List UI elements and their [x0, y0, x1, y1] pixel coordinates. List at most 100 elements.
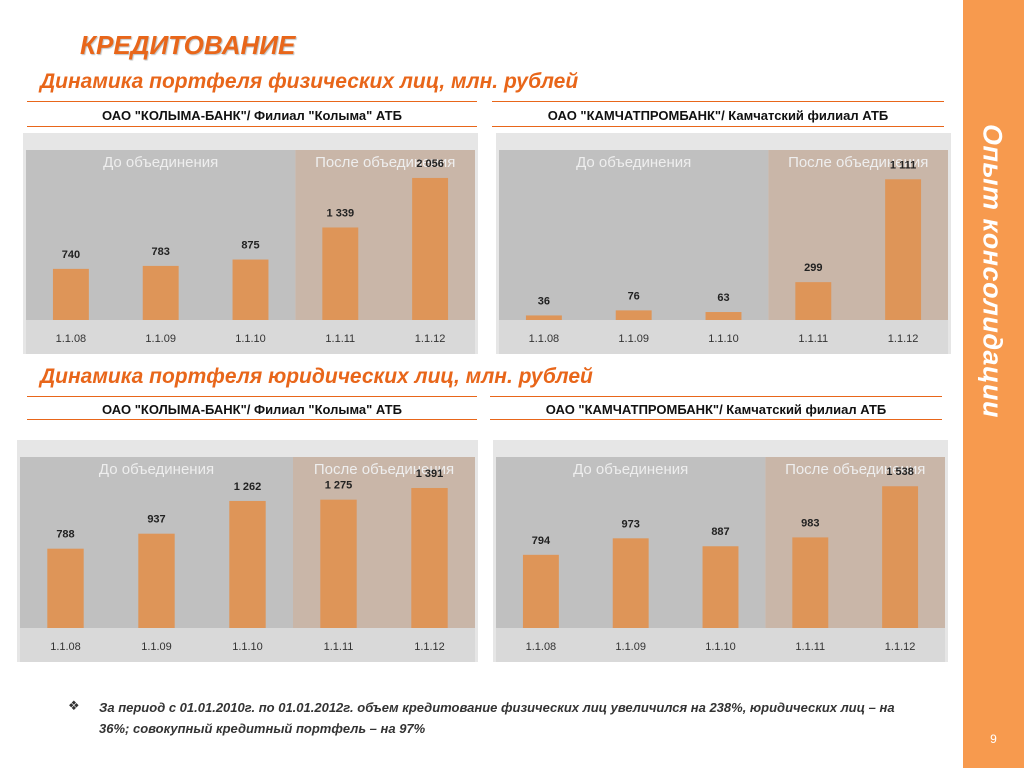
- tick-label: 1.1.12: [415, 333, 446, 345]
- data-label: 1 391: [416, 468, 444, 480]
- tick-label: 1.1.09: [145, 333, 176, 345]
- data-label: 1 111: [890, 159, 916, 171]
- tick-label: 1.1.08: [50, 641, 81, 653]
- tick-label: 1.1.09: [615, 641, 646, 653]
- period-after-label: После объединения: [315, 154, 455, 171]
- tick-label: 1.1.12: [888, 333, 919, 345]
- bar: [882, 486, 919, 628]
- chart-legal-kamchatprom: До объединения После объединения 794 1.1.08…: [493, 440, 948, 662]
- divider: [27, 419, 477, 420]
- bar: [138, 533, 175, 628]
- bar: [411, 487, 448, 628]
- bar: [229, 500, 266, 628]
- tick-label: 1.1.08: [526, 641, 557, 653]
- bar-chart: До объединения После объединения 36 1.1.08 7…: [496, 133, 951, 354]
- data-label: 76: [628, 290, 640, 302]
- axis-band: [20, 628, 475, 662]
- tick-label: 1.1.11: [798, 333, 828, 345]
- data-label: 794: [532, 535, 551, 547]
- data-label: 783: [152, 246, 170, 258]
- bar-chart: До объединения После объединения 740 1.1.08…: [23, 133, 478, 354]
- divider: [492, 101, 944, 102]
- chart-legal-kolyma: До объединения После объединения 788 1.1.08…: [17, 440, 478, 662]
- bank-label-kamchatprom: ОАО "КАМЧАТПРОМБАНК"/ Камчатский филиал …: [545, 402, 887, 417]
- data-label: 36: [538, 295, 550, 307]
- divider: [27, 396, 477, 397]
- bank-label-kolyma: ОАО "КОЛЫМА-БАНК"/ Филиал "Колыма" АТБ: [102, 402, 402, 417]
- bar: [232, 259, 269, 320]
- period-after-label: После объединения: [785, 461, 925, 478]
- bar: [525, 315, 562, 320]
- period-before-label: До объединения: [99, 461, 214, 478]
- data-label: 2 056: [416, 158, 444, 170]
- bar: [612, 538, 649, 628]
- bar: [702, 546, 739, 628]
- period-after-label: После объединения: [788, 154, 928, 171]
- axis-band: [496, 628, 945, 662]
- sidebar-title: Опыт консолидации: [977, 124, 1008, 418]
- bar: [885, 179, 922, 320]
- period-after-label: После объединения: [314, 461, 454, 478]
- data-label: 887: [711, 526, 729, 538]
- tick-label: 1.1.11: [325, 333, 355, 345]
- divider: [490, 396, 942, 397]
- period-before-label: До объединения: [103, 154, 218, 171]
- data-label: 63: [717, 292, 729, 304]
- bar: [320, 499, 357, 628]
- data-label: 983: [801, 517, 819, 529]
- data-label: 1 538: [886, 466, 914, 478]
- footnote: За период с 01.01.2010г. по 01.01.2012г.…: [99, 700, 895, 736]
- page-title: КРЕДИТОВАНИЕ: [80, 30, 296, 60]
- bar: [412, 177, 449, 320]
- tick-label: 1.1.10: [705, 641, 736, 653]
- bar-chart: До объединения После объединения 794 1.1.08…: [493, 440, 948, 662]
- divider: [27, 126, 477, 127]
- tick-label: 1.1.12: [414, 641, 445, 653]
- data-label: 740: [62, 249, 80, 261]
- divider: [492, 126, 944, 127]
- bank-label-kolyma: ОАО "КОЛЫМА-БАНК"/ Филиал "Колыма" АТБ: [102, 108, 402, 123]
- bar: [705, 312, 742, 320]
- bar-chart: До объединения После объединения 788 1.1.08…: [17, 440, 478, 662]
- data-label: 937: [147, 514, 165, 526]
- tick-label: 1.1.09: [618, 333, 649, 345]
- bar: [522, 554, 559, 628]
- bar: [47, 548, 84, 628]
- tick-label: 1.1.08: [56, 333, 87, 345]
- period-before-label: До объединения: [573, 461, 688, 478]
- divider: [490, 419, 942, 420]
- period-before-label: До объединения: [576, 154, 691, 171]
- section-title-legal: Динамика портфеля юридических лиц, млн. …: [40, 365, 593, 388]
- bar: [792, 537, 829, 628]
- period-before-area: [499, 150, 769, 320]
- tick-label: 1.1.10: [235, 333, 266, 345]
- axis-band: [499, 320, 948, 354]
- bar: [322, 227, 359, 320]
- section-title-individuals: Динамика портфеля физических лиц, млн. р…: [40, 70, 579, 93]
- bank-label-kamchatprom: ОАО "КАМЧАТПРОМБАНК"/ Камчатский филиал …: [547, 108, 889, 123]
- tick-label: 1.1.10: [708, 333, 739, 345]
- tick-label: 1.1.10: [232, 641, 263, 653]
- tick-label: 1.1.11: [324, 641, 354, 653]
- tick-label: 1.1.09: [141, 641, 172, 653]
- axis-band: [26, 320, 475, 354]
- data-label: 299: [804, 262, 822, 274]
- divider: [27, 101, 477, 102]
- bullet-icon: ❖: [68, 698, 80, 713]
- bar: [615, 310, 652, 320]
- chart-individuals-kamchatprom: До объединения После объединения 36 1.1.08 7…: [496, 133, 951, 354]
- bar: [142, 265, 179, 320]
- sidebar: [963, 0, 1024, 768]
- bar: [52, 268, 89, 320]
- tick-label: 1.1.11: [795, 641, 825, 653]
- tick-label: 1.1.08: [529, 333, 560, 345]
- page-number: 9: [990, 732, 997, 746]
- data-label: 1 339: [327, 207, 355, 219]
- data-label: 1 262: [234, 481, 262, 493]
- data-label: 973: [622, 518, 640, 530]
- chart-individuals-kolyma: До объединения После объединения 740 1.1.08…: [23, 133, 478, 354]
- data-label: 1 275: [325, 480, 353, 492]
- data-label: 788: [56, 529, 74, 541]
- tick-label: 1.1.12: [885, 641, 916, 653]
- bar: [795, 282, 832, 320]
